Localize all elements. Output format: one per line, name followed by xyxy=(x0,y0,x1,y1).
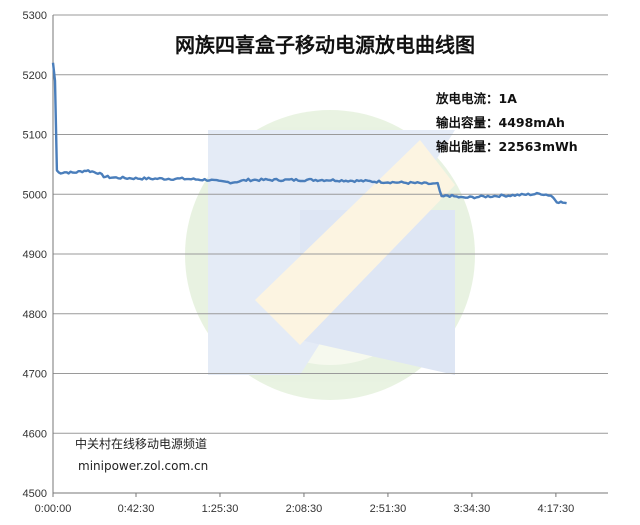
annotation-capacity: 输出容量：4498mAh xyxy=(436,115,565,130)
chart-title: 网族四喜盒子移动电源放电曲线图 xyxy=(175,33,475,57)
y-tick-label: 5100 xyxy=(23,130,47,142)
y-tick-label: 4700 xyxy=(23,369,47,381)
y-tick-label: 4800 xyxy=(23,309,47,321)
chart-axes xyxy=(52,15,608,497)
y-tick-labels: 4500 4600 4700 4800 4900 5000 5100 5200 5300 xyxy=(23,10,47,500)
x-tick-label: 0:00:00 xyxy=(35,503,72,515)
y-tick-label: 5000 xyxy=(23,189,47,201)
x-tick-label: 4:17:30 xyxy=(538,503,575,515)
x-tick-label: 2:08:30 xyxy=(286,503,323,515)
zol-watermark-logo xyxy=(185,110,475,400)
source-name: 中关村在线移动电源频道 xyxy=(75,436,207,451)
y-tick-label: 5200 xyxy=(23,70,47,82)
annotation-current: 放电电流：1A xyxy=(435,91,517,106)
source-url: minipower.zol.com.cn xyxy=(78,459,208,473)
y-tick-label: 4500 xyxy=(23,488,47,500)
series-line xyxy=(51,62,567,205)
y-tick-label: 4900 xyxy=(23,249,47,261)
annotation-energy: 输出能量：22563mWh xyxy=(436,139,578,154)
x-tick-labels: 0:00:00 0:42:30 1:25:30 2:08:30 2:51:30 3:34:… xyxy=(35,503,575,515)
x-tick-label: 0:42:30 xyxy=(118,503,155,515)
y-tick-label: 5300 xyxy=(23,10,47,22)
x-tick-label: 3:34:30 xyxy=(454,503,491,515)
x-tick-label: 2:51:30 xyxy=(370,503,407,515)
chart-series xyxy=(51,62,567,205)
chart-grid xyxy=(53,14,608,494)
x-tick-label: 1:25:30 xyxy=(202,503,239,515)
y-tick-label: 4600 xyxy=(23,428,47,440)
